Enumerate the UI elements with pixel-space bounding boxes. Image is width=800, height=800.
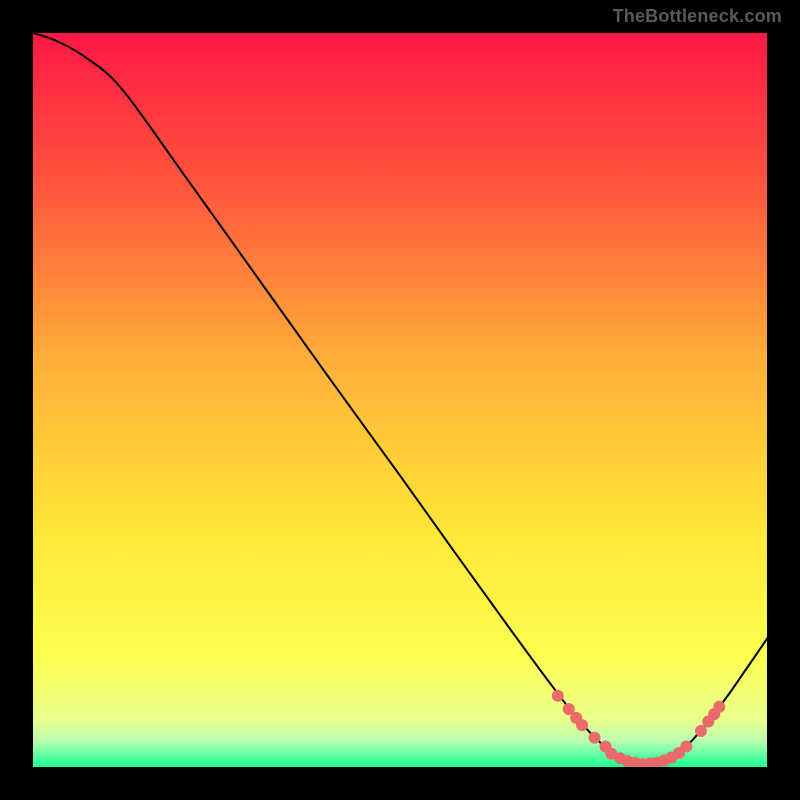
attribution-text: TheBottleneck.com bbox=[613, 6, 782, 27]
chart-container: TheBottleneck.com bbox=[0, 0, 800, 800]
plot-svg bbox=[33, 33, 767, 767]
marker-point bbox=[695, 725, 707, 737]
marker-point bbox=[589, 732, 601, 744]
plot-area bbox=[33, 33, 767, 767]
gradient-background bbox=[33, 33, 767, 767]
marker-point bbox=[680, 740, 692, 752]
marker-point bbox=[713, 701, 725, 713]
marker-point bbox=[552, 690, 564, 702]
marker-point bbox=[576, 719, 588, 731]
